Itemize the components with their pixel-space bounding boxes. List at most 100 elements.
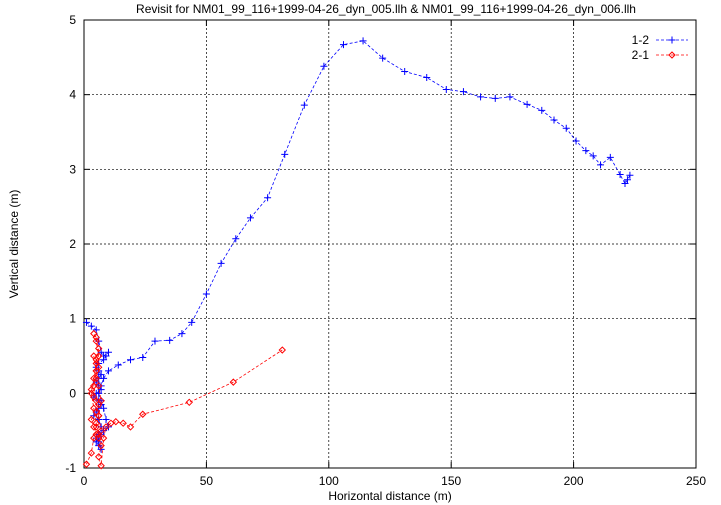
data-point xyxy=(90,329,98,338)
data-point xyxy=(621,180,629,188)
y-axis-label: Vertical distance (m) xyxy=(7,190,21,299)
data-point xyxy=(281,150,289,158)
data-point xyxy=(92,430,100,439)
data-point xyxy=(94,453,103,461)
data-point xyxy=(264,194,272,202)
data-point xyxy=(401,68,409,76)
y-tick-label: 1 xyxy=(69,312,76,326)
data-point xyxy=(94,344,103,353)
data-point xyxy=(94,412,103,420)
data-point xyxy=(229,378,238,386)
data-point xyxy=(185,398,193,407)
data-point xyxy=(95,389,103,397)
data-point xyxy=(82,318,90,326)
data-point xyxy=(97,441,105,450)
data-point xyxy=(320,62,328,70)
data-point xyxy=(550,116,558,124)
data-point xyxy=(202,290,210,298)
data-point xyxy=(589,152,597,160)
x-tick-label: 200 xyxy=(564,474,584,488)
x-tick-label: 150 xyxy=(441,474,461,488)
data-point xyxy=(491,94,499,102)
chart-title: Revisit for NM01_99_116+1999-04-26_dyn_0… xyxy=(136,2,636,16)
data-point xyxy=(97,462,105,470)
data-point xyxy=(100,356,108,364)
data-point xyxy=(126,423,135,431)
data-point xyxy=(90,423,98,431)
data-point xyxy=(582,147,590,155)
data-point xyxy=(87,322,95,330)
data-point xyxy=(178,330,186,338)
data-point xyxy=(616,171,624,179)
data-point xyxy=(119,419,127,427)
data-point xyxy=(668,51,676,59)
data-point xyxy=(339,41,347,49)
data-point xyxy=(442,85,450,93)
legend-item-1-2: 1-2 xyxy=(632,33,688,47)
data-point xyxy=(538,106,546,114)
data-point xyxy=(459,88,467,96)
data-point xyxy=(112,417,120,426)
series-layer xyxy=(82,37,634,470)
data-point xyxy=(97,397,105,405)
data-point xyxy=(92,378,100,386)
data-point xyxy=(92,326,100,334)
data-point xyxy=(90,374,98,383)
data-point xyxy=(92,423,100,431)
data-point xyxy=(166,336,174,344)
x-tick-label: 100 xyxy=(319,474,339,488)
data-point xyxy=(87,449,96,457)
x-tick-label: 0 xyxy=(81,474,88,488)
y-tick-label: 5 xyxy=(69,13,76,27)
data-point xyxy=(423,73,431,81)
y-tick-label: -1 xyxy=(65,461,76,475)
data-point xyxy=(359,37,367,45)
legend-label: 1-2 xyxy=(632,33,650,47)
data-point xyxy=(97,445,105,453)
data-point xyxy=(477,93,485,101)
data-point xyxy=(90,352,98,360)
data-point xyxy=(300,101,308,109)
data-point xyxy=(232,235,240,243)
grid xyxy=(84,20,696,468)
data-point xyxy=(87,385,96,394)
legend: 1-22-1 xyxy=(632,33,688,62)
data-point xyxy=(127,356,135,364)
data-point xyxy=(92,337,100,345)
data-point xyxy=(92,438,100,446)
data-point xyxy=(99,434,108,442)
data-point xyxy=(597,161,605,169)
data-point xyxy=(572,137,580,145)
data-point xyxy=(506,93,514,101)
data-point xyxy=(523,100,531,108)
x-tick-label: 250 xyxy=(686,474,706,488)
data-point xyxy=(278,346,286,354)
data-point xyxy=(102,415,110,423)
data-point xyxy=(94,430,103,439)
legend-label: 2-1 xyxy=(632,48,650,62)
data-point xyxy=(102,423,110,431)
y-tick-label: 2 xyxy=(69,237,76,251)
data-point xyxy=(626,171,634,179)
data-point xyxy=(87,415,96,424)
data-point xyxy=(104,367,112,375)
x-axis-label: Horizontal distance (m) xyxy=(328,489,451,503)
data-point xyxy=(151,337,159,345)
data-point xyxy=(97,348,105,356)
data-point xyxy=(139,410,147,418)
data-point xyxy=(92,367,100,375)
data-point xyxy=(188,318,196,326)
data-point xyxy=(104,348,112,356)
data-point xyxy=(92,374,100,383)
data-point xyxy=(623,176,631,184)
series-2-1 xyxy=(82,329,286,470)
data-point xyxy=(668,36,676,44)
data-point xyxy=(379,54,387,62)
data-point xyxy=(94,382,103,390)
data-point xyxy=(562,124,570,132)
data-point xyxy=(139,353,147,361)
data-point xyxy=(102,352,110,360)
series-line xyxy=(86,333,283,466)
